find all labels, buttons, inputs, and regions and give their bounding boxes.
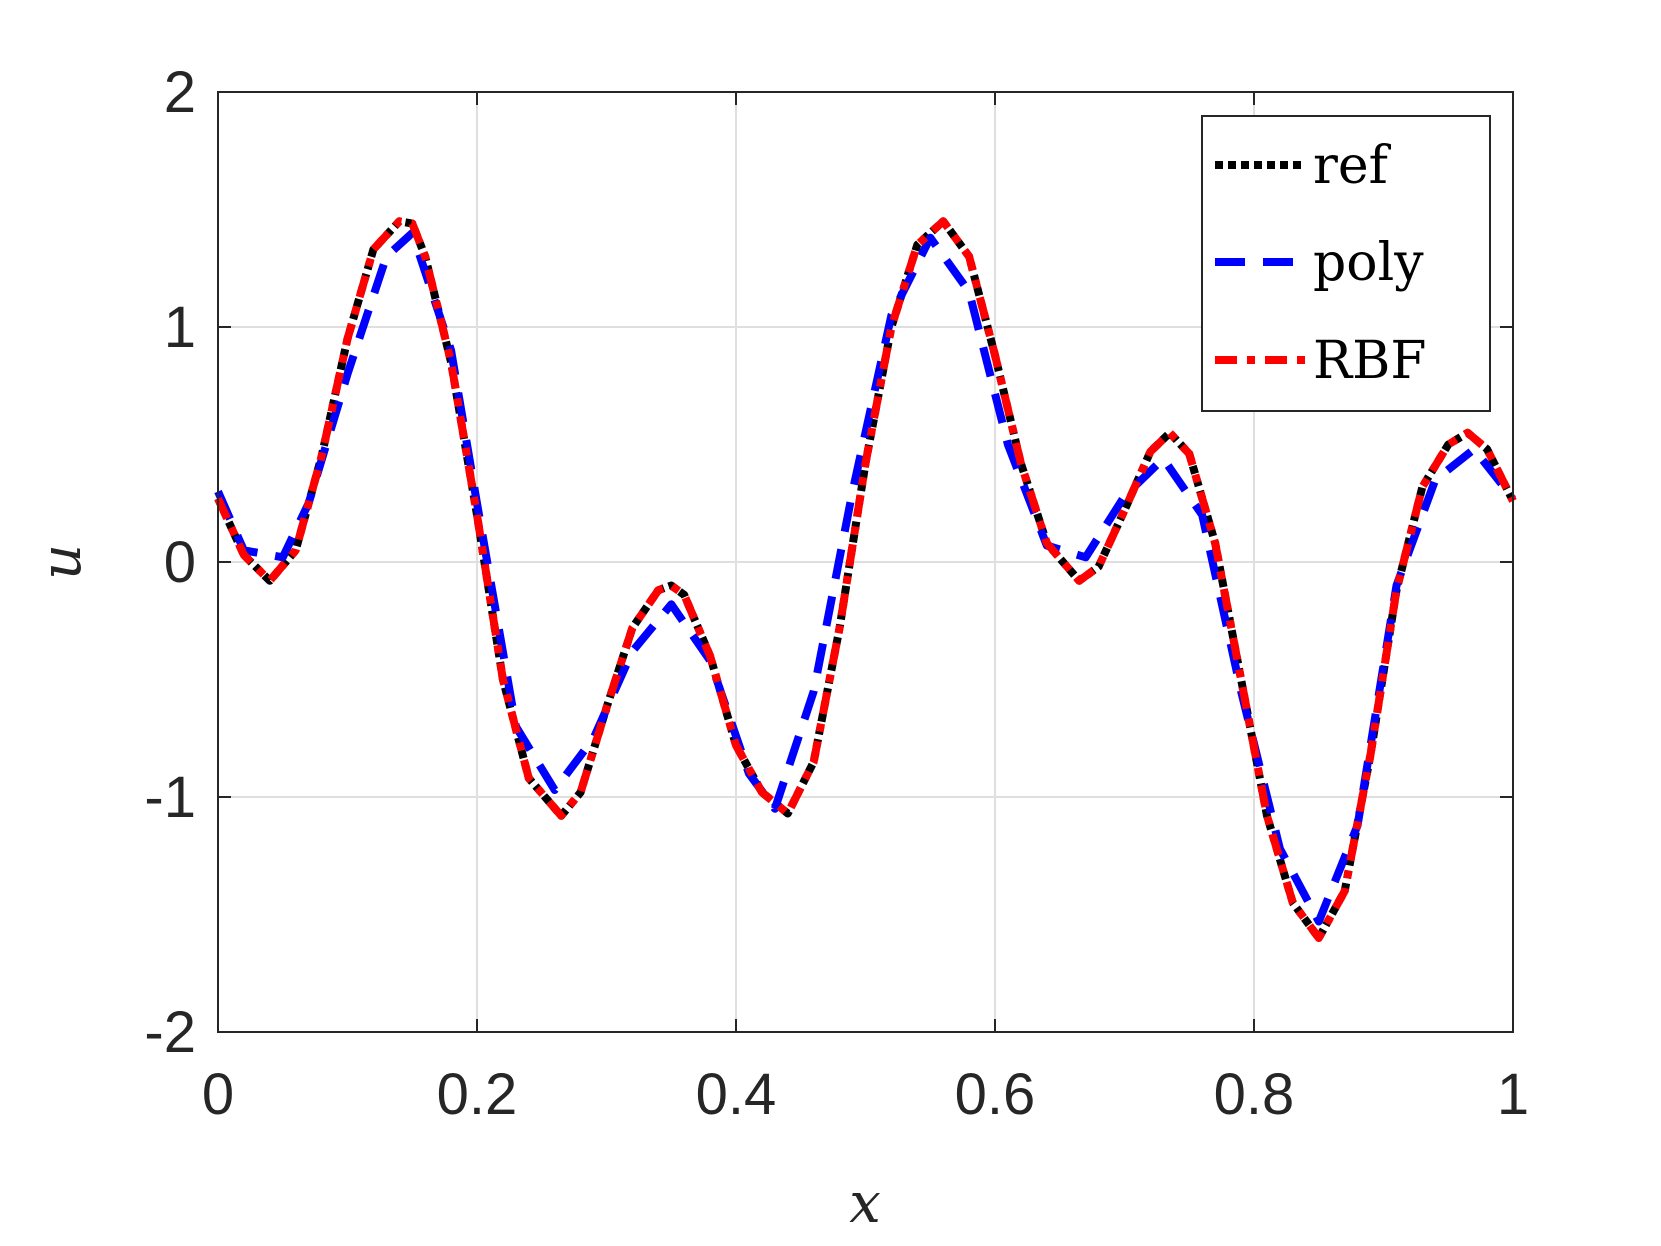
series-layer — [214, 217, 1517, 942]
y-tick-label: -1 — [144, 765, 196, 830]
y-tick-label: -2 — [144, 1000, 196, 1065]
x-tick-label: 0.6 — [955, 1062, 1036, 1127]
x-axis-label: x — [849, 1171, 881, 1236]
x-tick-label: 0.2 — [437, 1062, 518, 1127]
x-tick-label: 0 — [202, 1062, 234, 1127]
x-tick-label: 1 — [1497, 1062, 1529, 1127]
x-tick-label: 0.8 — [1214, 1062, 1295, 1127]
y-tick-label: 0 — [164, 530, 196, 595]
y-tick-label: 2 — [164, 60, 196, 125]
series-line-poly — [214, 229, 1517, 926]
legend: ref poly RBF — [1201, 115, 1491, 412]
legend-label-rbf: RBF — [1313, 331, 1426, 391]
series-line-ref — [214, 217, 1517, 942]
x-tick-label: 0.4 — [696, 1062, 777, 1127]
legend-label-poly: poly — [1313, 233, 1424, 293]
tick-labels: 0 0.2 0.4 0.6 0.8 1 -2 -1 0 1 2 — [144, 60, 1529, 1127]
y-axis-label: u — [29, 544, 94, 580]
tick-marks — [217, 91, 1514, 1033]
legend-label-ref: ref — [1313, 136, 1392, 196]
series-line-rbf — [214, 217, 1517, 942]
y-tick-label: 1 — [164, 295, 196, 360]
